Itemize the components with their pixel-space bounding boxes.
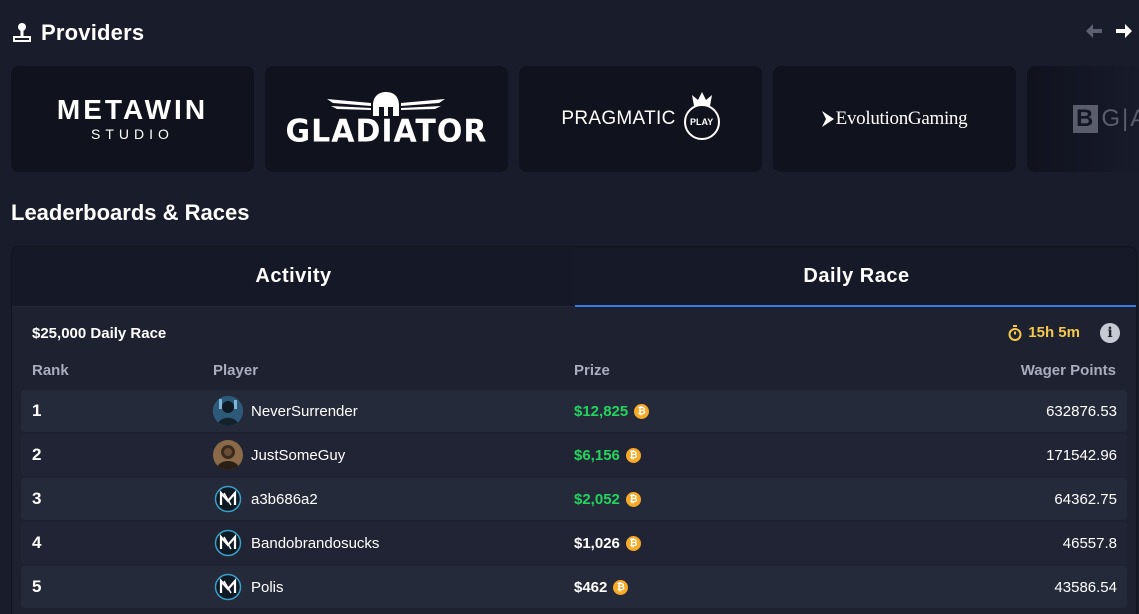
evolution-chevron-icon — [821, 111, 834, 127]
row-wager-points: 64362.75 — [1054, 490, 1117, 508]
table-row: 2 JustSomeGuy $6,156 ₿ 171542.96 — [21, 434, 1127, 476]
row-wager-points: 43586.54 — [1054, 578, 1117, 596]
race-name: $25,000 Daily Race — [32, 325, 167, 342]
row-prize-amount: $2,052 — [574, 490, 620, 508]
providers-title: Providers — [41, 20, 145, 45]
bitcoin-icon: ₿ — [625, 447, 641, 463]
provider-card-bga[interactable]: B G|A — [1027, 66, 1139, 172]
row-player-name[interactable]: Polis — [251, 578, 284, 596]
row-prize: $6,156 ₿ — [574, 447, 641, 464]
row-rank: 5 — [32, 577, 42, 596]
row-prize: $12,825 ₿ — [574, 402, 650, 420]
table-row: 5 Polis $462 ₿ 43586.54 — [21, 566, 1127, 608]
bitcoin-icon: ₿ — [625, 491, 641, 507]
leaderboard-tabs: Activity Daily Race — [12, 247, 1136, 307]
bga-logo-text: G|A — [1101, 105, 1139, 132]
joystick-icon — [13, 23, 31, 42]
race-timer: 15h 5m — [1008, 324, 1080, 341]
avatar-photo-icon — [213, 396, 243, 426]
bga-logo: B G|A — [1073, 105, 1139, 133]
provider-carousel-nav — [1085, 22, 1133, 40]
evolution-logo: EvolutionGaming — [821, 108, 968, 130]
leaderboard-rows: 1 NeverSurrender $12,825 ₿ 632876.53 2 — [21, 390, 1127, 610]
row-wager-points: 46557.8 — [1062, 534, 1117, 552]
tab-daily-race[interactable]: Daily Race — [575, 247, 1136, 307]
row-prize-amount: $462 — [574, 578, 608, 596]
metawin-logo-subtext: STUDIO — [91, 126, 174, 142]
pragmatic-logo: PRAGMATIC PLAY — [561, 92, 720, 140]
column-header-wager: Wager Points — [1020, 362, 1116, 379]
avatar — [213, 396, 243, 426]
row-player-name[interactable]: JustSomeGuy — [251, 446, 346, 464]
row-rank: 4 — [32, 533, 42, 552]
provider-card-evolution[interactable]: EvolutionGaming — [773, 66, 1016, 172]
bitcoin-icon: ₿ — [634, 403, 650, 419]
row-wager-points: 632876.53 — [1046, 402, 1117, 420]
crown-icon — [691, 92, 712, 106]
row-prize: $2,052 ₿ — [574, 491, 641, 508]
avatar-photo-icon — [213, 440, 243, 470]
avatar — [213, 528, 243, 558]
row-player-name[interactable]: NeverSurrender — [251, 402, 358, 420]
evolution-logo-text: EvolutionGaming — [835, 108, 968, 129]
metawin-logo-text: METAWIN — [56, 94, 209, 125]
row-prize-amount: $1,026 — [574, 534, 620, 552]
row-prize-amount: $6,156 — [574, 446, 620, 464]
carousel-prev-button[interactable] — [1085, 22, 1103, 40]
column-header-player: Player — [213, 362, 259, 379]
bitcoin-icon: ₿ — [625, 535, 641, 551]
avatar — [213, 572, 243, 602]
table-row: 4 Bandobrandosucks $1,026 ₿ 46557.8 — [21, 522, 1127, 564]
row-wager-points: 171542.96 — [1046, 446, 1117, 464]
row-rank: 1 — [32, 401, 42, 420]
row-rank: 3 — [32, 489, 42, 508]
column-header-prize: Prize — [574, 362, 610, 379]
carousel-next-button[interactable] — [1115, 22, 1133, 40]
provider-card-gladiator[interactable]: GLADIATOR — [265, 66, 508, 172]
row-player-name[interactable]: a3b686a2 — [251, 490, 318, 508]
table-row: 1 NeverSurrender $12,825 ₿ 632876.53 — [21, 390, 1127, 432]
arrow-left-icon — [1086, 24, 1102, 38]
provider-card-pragmatic[interactable]: PRAGMATIC PLAY — [519, 66, 762, 172]
gladiator-logo: GLADIATOR — [286, 91, 488, 147]
leaderboard-panel: Activity Daily Race $25,000 Daily Race 1… — [11, 246, 1137, 614]
gladiator-logo-text: GLADIATOR — [285, 113, 488, 150]
pragmatic-play-text: PLAY — [690, 117, 714, 127]
row-rank: 2 — [32, 445, 42, 464]
metawin-avatar-icon — [214, 573, 242, 601]
row-prize: $1,026 ₿ — [574, 535, 641, 552]
metawin-logo: METAWIN STUDIO — [56, 94, 209, 143]
arrow-right-icon — [1116, 24, 1132, 38]
pragmatic-logo-text: PRAGMATIC — [561, 108, 676, 129]
leaderboards-title: Leaderboards & Races — [11, 200, 250, 225]
row-prize-amount: $12,825 — [574, 402, 629, 420]
row-prize: $462 ₿ — [574, 578, 629, 596]
pragmatic-play-badge: PLAY — [683, 92, 720, 140]
race-timer-value: 15h 5m — [1028, 324, 1080, 341]
providers-header: Providers — [11, 18, 144, 48]
tab-activity[interactable]: Activity — [12, 247, 575, 307]
table-row: 3 a3b686a2 $2,052 ₿ 64362.75 — [21, 478, 1127, 520]
metawin-avatar-icon — [214, 485, 242, 513]
metawin-avatar-icon — [214, 529, 242, 557]
bga-logo-box: B — [1073, 105, 1099, 133]
avatar — [213, 440, 243, 470]
gladiator-helmet-icon — [327, 92, 446, 116]
provider-card-metawin[interactable]: METAWIN STUDIO — [11, 66, 254, 172]
column-header-rank: Rank — [32, 362, 69, 379]
info-icon[interactable]: i — [1100, 323, 1120, 343]
avatar — [213, 484, 243, 514]
bitcoin-icon: ₿ — [613, 579, 629, 595]
row-player-name[interactable]: Bandobrandosucks — [251, 534, 380, 552]
stopwatch-icon — [1008, 324, 1022, 341]
provider-cards: METAWIN STUDIO GLADIATOR PRAGMATIC PLAY … — [11, 66, 1139, 172]
